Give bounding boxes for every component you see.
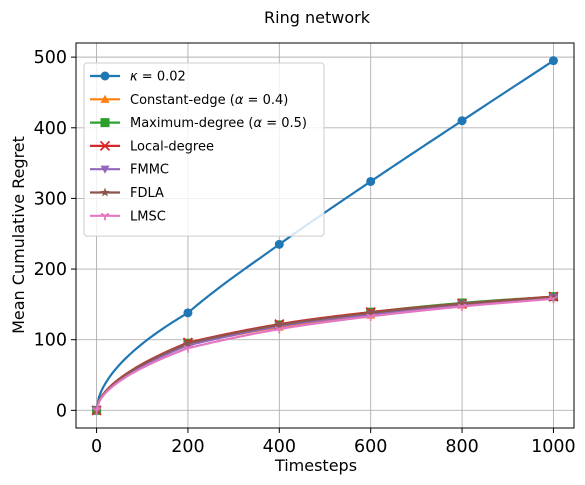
data-point-marker [100,212,110,221]
data-point-marker [457,116,467,126]
marker-stroke [457,303,463,308]
y-axis-label: Mean Cumulative Regret [9,136,28,334]
marker-stroke [549,295,554,300]
data-point-marker [100,71,110,81]
legend-entry: Maximum-degree (α = 0.5) [90,116,307,131]
data-point-marker [99,140,111,152]
legend-entry: FDLA [90,186,164,201]
marker-stroke [183,345,189,349]
series-layer [91,56,559,416]
marker-stroke [552,295,558,300]
data-point-marker [365,307,376,317]
x-tick-label: 0 [91,437,102,457]
plot-frame [75,42,575,429]
y-tick-label: 200 [34,260,67,280]
legend-label: κ = 0.02 [130,70,186,85]
data-point-marker [100,187,110,197]
data-point-marker [183,308,193,318]
legend-entry: FMMC [90,163,169,178]
series-line [95,59,555,411]
marker-stroke [274,326,280,330]
y-tick-label: 100 [34,331,67,351]
series-lmsc [92,295,558,415]
data-point-marker [548,292,559,302]
y-tick-label: 0 [56,401,67,421]
chart-title: Ring network [264,8,371,27]
legend-entry: κ = 0.02 [90,70,186,85]
data-point-marker [274,239,284,249]
data-point-marker [274,319,285,329]
marker-stroke [461,303,467,308]
x-axis-label: Timesteps [274,456,357,475]
x-tick-label: 200 [171,437,204,457]
data-point-marker [100,165,110,174]
x-tick-label: 400 [263,437,296,457]
marker-stroke [278,326,284,330]
marker-stroke [104,212,110,217]
marker-stroke [100,212,106,217]
marker-stroke [370,313,376,318]
data-point-marker [183,338,193,348]
x-tick-label: 800 [445,437,478,457]
marker-stroke [92,407,98,412]
data-point-marker [100,94,110,103]
marker-stroke [366,313,372,318]
series-line [95,297,554,411]
data-point-marker [366,176,376,186]
x-tick-label: 1000 [531,437,576,457]
y-tick-label: 500 [34,48,67,68]
legend-box [83,62,325,237]
data-point-marker [274,326,284,334]
legend-entry: Constant-edge (α = 0.4) [90,93,288,108]
legend-label: FDLA [130,186,164,201]
series-line [95,296,554,411]
axis-ticks: 0 200 400 600 800 1000 0 100 200 300 400 500 [34,48,576,457]
x-tick-label: 600 [354,437,387,457]
data-point-marker [366,313,376,321]
data-point-marker [457,298,467,308]
legend-label: Maximum-degree (α = 0.5) [130,116,307,131]
marker-stroke [99,140,111,152]
data-point-marker [92,407,101,415]
marker-stroke [187,345,193,349]
y-tick-label: 400 [34,119,67,139]
data-point-marker [548,56,558,66]
legend-label: LMSC [130,209,166,224]
legend-label: Constant-edge (α = 0.4) [130,93,288,108]
marker-stroke [96,407,101,412]
legend-label: Local-degree [130,139,214,154]
legend-entry: LMSC [90,209,166,224]
data-point-marker [457,303,467,311]
data-point-marker [100,118,110,128]
data-point-marker [549,295,558,304]
legend-label: FMMC [130,163,169,178]
data-point-marker [183,345,193,353]
y-tick-label: 300 [34,189,67,209]
legend-entry: Local-degree [90,139,214,154]
legend: κ = 0.02 Constant-edge (α = 0.4) Maximum-d… [83,62,325,237]
